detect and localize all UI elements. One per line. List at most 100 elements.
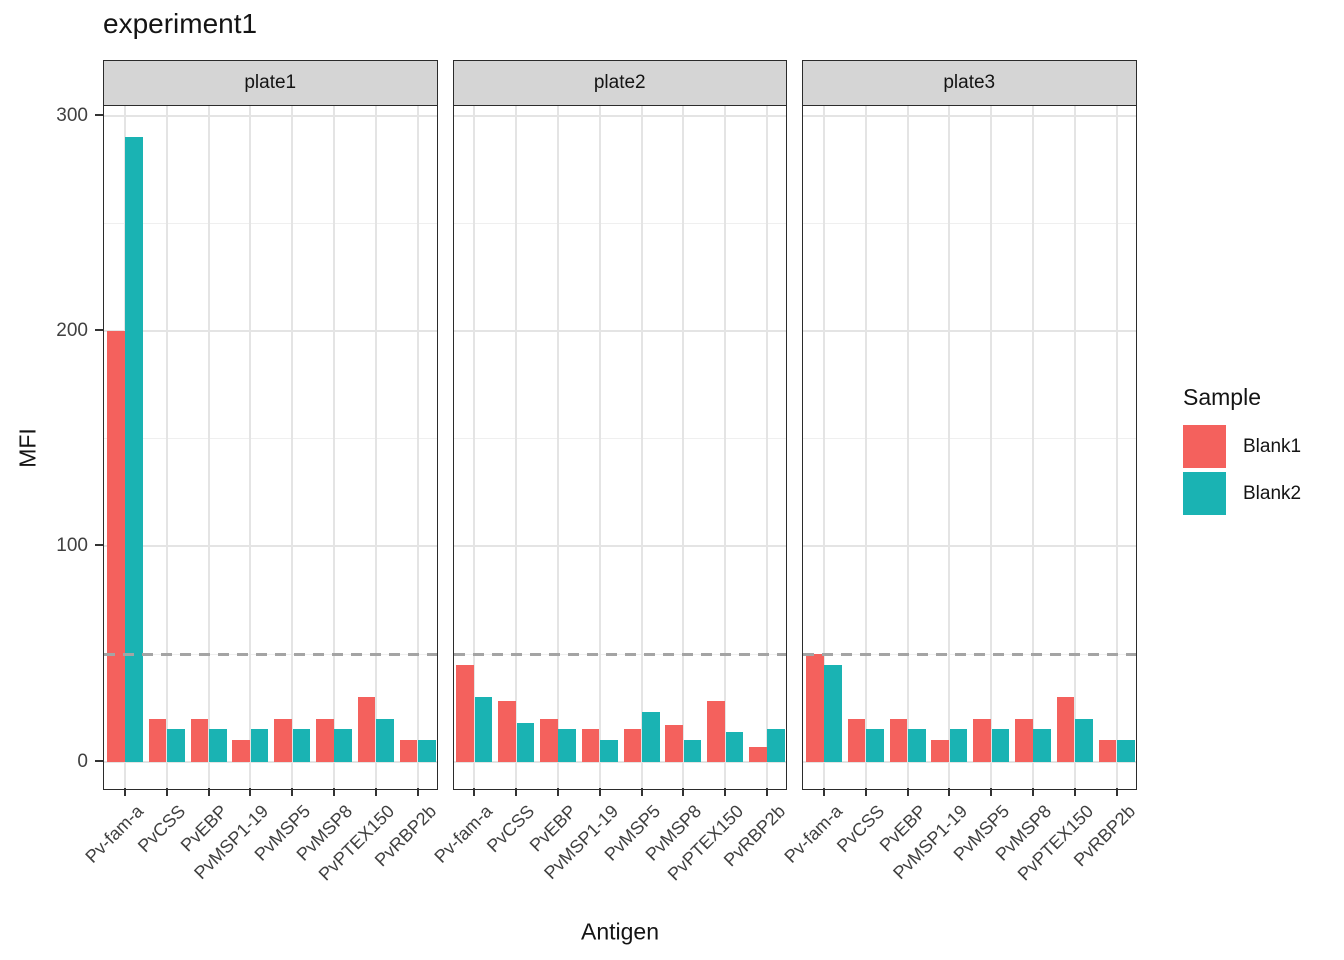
bar-plate1-PvMSP8-Blank2 (334, 729, 352, 762)
bar-plate2-PvRBP2b-Blank2 (767, 729, 786, 762)
x-tick-mark (1115, 788, 1118, 796)
bar-plate1-PvMSP8-Blank1 (315, 718, 334, 762)
legend-items: Blank1 Blank2 (1183, 425, 1301, 515)
x-tick-mark (473, 788, 476, 796)
x-tick-mark (906, 788, 909, 796)
y-tick-label: 0 (77, 750, 88, 772)
x-tick-mark (864, 788, 867, 796)
facet-strip-label: plate1 (244, 72, 297, 93)
gridline-minor (453, 438, 786, 440)
x-tick-mark (374, 788, 377, 796)
gridline-vertical (906, 105, 909, 789)
gridline-vertical (640, 105, 643, 789)
y-tick-label: 100 (56, 535, 88, 557)
bar-plate1-PvMSP5-Blank2 (292, 729, 311, 762)
threshold-dashed-line (803, 652, 1136, 656)
gridline-minor (453, 222, 786, 224)
facet-strip-label: plate2 (593, 72, 646, 93)
legend: Sample Blank1 Blank2 (1183, 384, 1301, 519)
bar-plate3-PvMSP5-Blank1 (973, 718, 991, 762)
bar-plate1-PvMSP1-19-Blank2 (250, 729, 269, 762)
legend-swatch-Blank2 (1183, 472, 1226, 515)
bar-plate1-PvPTEX150-Blank1 (357, 697, 376, 762)
y-tick-mark (95, 544, 103, 547)
gridline-vertical (990, 105, 993, 789)
gridline-vertical (291, 105, 294, 789)
threshold-dashed-line (453, 652, 786, 656)
gridline-minor (104, 438, 437, 440)
bar-plate1-PvRBP2b-Blank1 (399, 740, 418, 762)
bar-plate3-PvMSP8-Blank2 (1033, 729, 1051, 762)
gridline-major (803, 760, 1136, 763)
bar-plate2-PvRBP2b-Blank1 (749, 746, 767, 762)
gridline-vertical (1073, 105, 1076, 789)
facet-plot: Pv-fam-a PvCSS PvEBP PvMSP1-19 PvMSP5 PvMSP8 P… (780, 104, 1139, 884)
x-tick-mark (1073, 788, 1076, 796)
y-axis-title: MFI (14, 428, 41, 468)
gridline-vertical (165, 105, 168, 789)
bar-plate2-PvMSP5-Blank2 (642, 712, 660, 762)
gridline-vertical (374, 105, 377, 789)
bar-plate3-PvMSP8-Blank1 (1014, 718, 1033, 762)
gridline-major (104, 760, 437, 763)
gridline-vertical (1115, 105, 1118, 789)
gridline-vertical (557, 105, 560, 789)
x-tick-mark (207, 788, 210, 796)
x-tick-label: Pv-fam-a (430, 801, 497, 867)
x-tick-mark (416, 788, 419, 796)
x-tick-mark (640, 788, 643, 796)
gridline-major (803, 545, 1136, 548)
facet-plot: Pv-fam-a PvCSS PvEBP PvMSP1-19 PvMSP5 PvMSP8 P… (81, 104, 440, 884)
facet-strip: plate2 (452, 60, 787, 106)
bar-plate2-PvMSP1-19-Blank1 (581, 729, 600, 762)
gridline-vertical (515, 105, 518, 789)
gridline-major (453, 114, 786, 117)
gridline-vertical (123, 105, 126, 789)
legend-title: Sample (1183, 384, 1261, 410)
gridline-vertical (724, 105, 727, 789)
gridline-major (453, 760, 786, 763)
gridline-major (104, 330, 437, 333)
x-axis-title: Antigen (580, 918, 660, 945)
gridline-vertical (682, 105, 685, 789)
x-tick-mark (822, 788, 825, 796)
facet-strip: plate1 (103, 60, 438, 106)
legend-item-Blank2: Blank2 (1183, 472, 1301, 515)
x-tick-mark (165, 788, 168, 796)
gridline-minor (803, 438, 1136, 440)
y-tick-mark (95, 113, 103, 116)
facet-strip: plate3 (802, 60, 1137, 106)
gridline-minor (803, 222, 1136, 224)
bar-plate2-Pv-fam-a-Blank1 (456, 664, 474, 762)
x-tick-mark (598, 788, 601, 796)
gridline-vertical (473, 105, 476, 789)
x-tick-mark (557, 788, 560, 796)
bar-plate3-PvRBP2b-Blank1 (1098, 740, 1117, 762)
bar-plate2-PvMSP5-Blank1 (623, 729, 642, 762)
bar-plate3-Pv-fam-a-Blank2 (824, 664, 842, 762)
x-tick-mark (291, 788, 294, 796)
chart-title: experiment1 (103, 8, 258, 39)
x-tick-mark (332, 788, 335, 796)
gridline-vertical (766, 105, 769, 789)
legend-swatch-Blank1 (1183, 425, 1226, 468)
bar-plate1-Pv-fam-a-Blank1 (106, 331, 125, 762)
bar-plate1-PvEBP-Blank2 (208, 729, 227, 762)
bar-plate3-PvMSP5-Blank2 (991, 729, 1010, 762)
bar-plate3-PvRBP2b-Blank2 (1116, 740, 1135, 762)
gridline-vertical (416, 105, 419, 789)
x-tick-label: Pv-fam-a (81, 801, 148, 867)
bar-plate2-PvPTEX150-Blank2 (725, 731, 744, 762)
bar-plate3-PvPTEX150-Blank1 (1056, 697, 1075, 762)
bar-plate1-PvCSS-Blank2 (167, 729, 185, 762)
x-tick-mark (682, 788, 685, 796)
bar-plate3-PvEBP-Blank2 (907, 729, 926, 762)
gridline-minor (104, 222, 437, 224)
bar-plate2-PvMSP8-Blank1 (665, 725, 684, 762)
legend-item-Blank1: Blank1 (1183, 425, 1301, 468)
bar-plate2-PvEBP-Blank1 (540, 718, 558, 762)
gridline-vertical (1031, 105, 1034, 789)
gridline-major (453, 545, 786, 548)
threshold-dashed-line (104, 652, 437, 656)
